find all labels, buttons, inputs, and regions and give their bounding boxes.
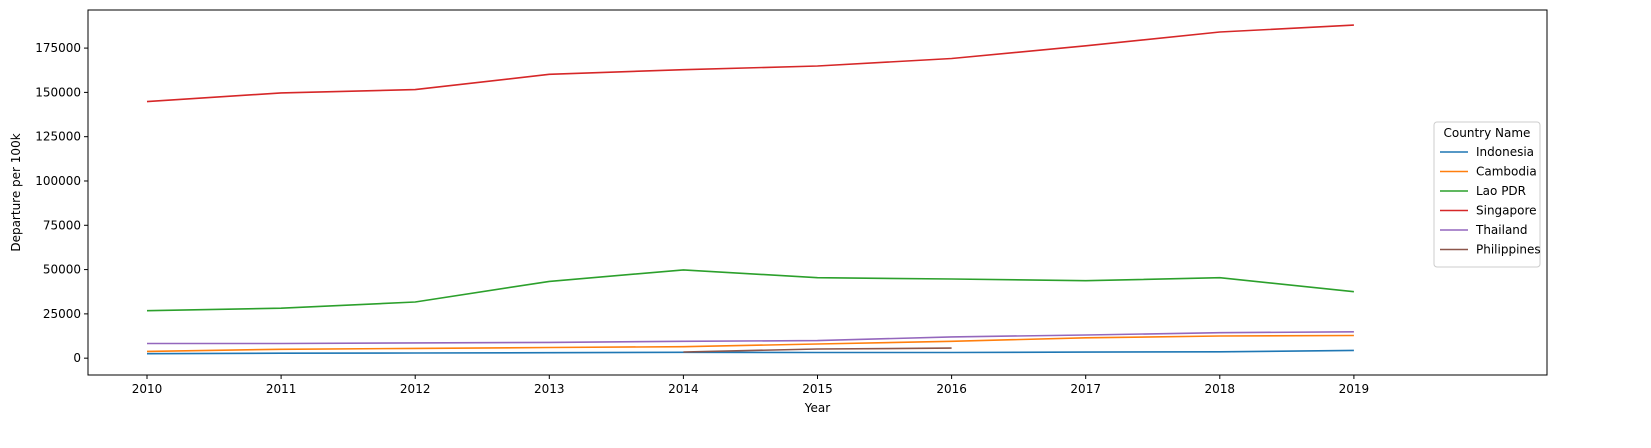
y-tick-label: 125000 [35,130,81,144]
series-line-2 [146,269,1354,312]
x-tick-label: 2017 [1070,382,1101,396]
series-line-4 [147,331,1354,345]
x-tick-label: 2014 [668,382,699,396]
legend: Country Name Indonesia Cambodia Lao PDR Sin… [1433,121,1541,268]
y-tick-label: 100000 [35,174,81,188]
y-tick-label: 75000 [43,218,81,232]
x-tick-label: 2019 [1339,382,1370,396]
legend-label: Singapore [1476,204,1537,218]
legend-label: Indonesia [1476,145,1534,159]
x-axis-label: Year [804,401,830,415]
plot-frame [87,9,1548,376]
legend-label: Philippines [1476,243,1541,257]
legend-title: Country Name [1444,126,1531,140]
series-line-3 [146,24,1354,103]
legend-label: Lao PDR [1476,184,1526,198]
y-axis-label: Departure per 100k [9,133,23,251]
x-tick-label: 2013 [534,382,565,396]
series-line-1 [146,334,1354,353]
y-axis-ticks: 0 25000 50000 75000 100000 125000 150000 175000 [35,41,88,365]
y-tick-label: 0 [73,351,81,365]
x-tick-label: 2012 [400,382,431,396]
x-tick-label: 2010 [132,382,163,396]
legend-label: Thailand [1475,223,1528,237]
x-tick-label: 2016 [936,382,967,396]
legend-items: Indonesia Cambodia Lao PDR Singapore Thailan… [1440,145,1541,257]
y-tick-label: 150000 [35,85,81,99]
series-line-0 [146,349,1354,355]
x-axis-ticks: 2010 2011 2012 2013 2014 2015 2016 2017 2018 2019 [132,375,1369,396]
y-tick-label: 175000 [35,41,81,55]
series-line-5 [683,347,952,353]
x-tick-label: 2011 [266,382,297,396]
x-tick-label: 2015 [802,382,833,396]
legend-label: Cambodia [1476,165,1537,179]
series-lines [146,24,1354,355]
y-tick-label: 50000 [43,263,81,277]
y-tick-label: 25000 [43,307,81,321]
x-tick-label: 2018 [1205,382,1236,396]
